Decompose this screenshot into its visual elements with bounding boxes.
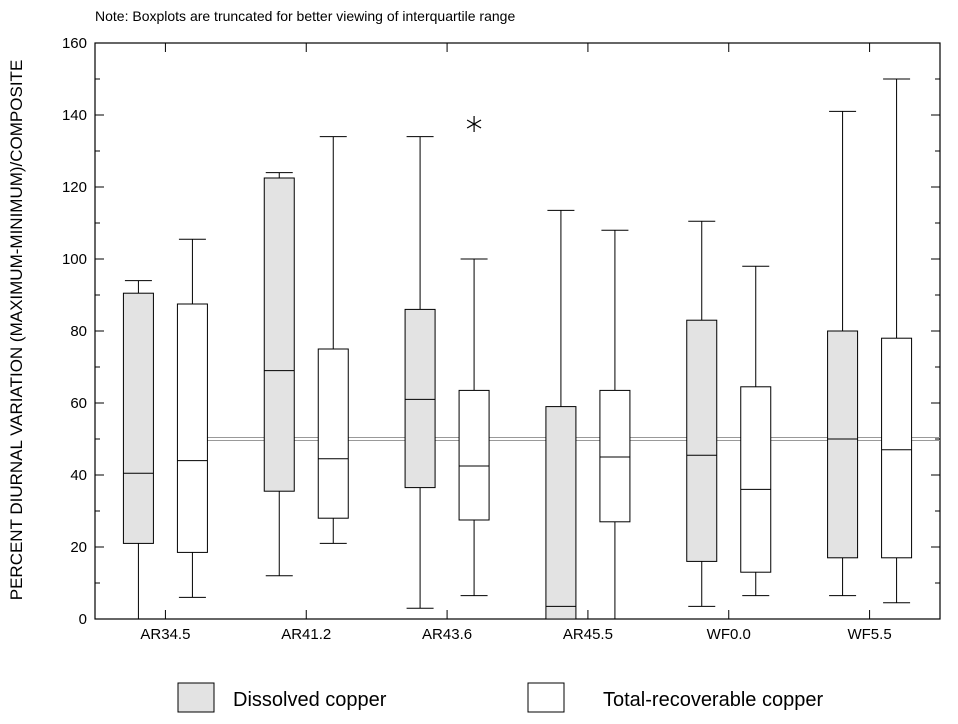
legend-item-total: Total-recoverable copper [527,682,823,713]
box-total-WF5.5 [881,78,913,604]
y-tick-label: 120 [62,179,87,196]
box-dissolved-WF0.0 [686,220,718,607]
x-tick-label: AR45.5 [563,626,613,643]
iqr-box [686,319,718,562]
box-dissolved-AR34.5 [122,280,154,620]
y-tick-label: 140 [62,107,87,124]
x-tick-label: WF0.0 [707,626,751,643]
iqr-box [404,308,436,489]
outlier-stroke [466,119,482,129]
box-total-AR43.6 [458,116,490,597]
x-tick-label: AR43.6 [422,626,472,643]
iqr-box [827,330,859,559]
legend-item-dissolved: Dissolved copper [177,682,387,713]
box-dissolved-AR45.5 [545,209,577,620]
x-tick-label: AR34.5 [140,626,190,643]
iqr-box [122,292,154,544]
y-tick-label: 60 [70,395,87,412]
iqr-box [176,303,208,553]
iqr-box [599,389,631,523]
plot-area: 0 20 40 60 80 100 120 140 160 AR34.5 AR41.2 AR43.6 A… [62,35,941,643]
legend-swatch [527,682,565,713]
y-tick-label: 40 [70,467,87,484]
y-tick-label: 100 [62,251,87,268]
iqr-box [881,337,913,559]
box-dissolved-WF5.5 [827,110,859,597]
outlier-marker [466,116,482,132]
box-total-AR34.5 [176,238,208,598]
box-dissolved-AR41.2 [263,172,295,577]
plot-frame [94,42,941,620]
y-tick-label: 160 [62,35,87,52]
x-tick-label: WF5.5 [847,626,891,643]
y-tick-label: 80 [70,323,87,340]
box-total-WF0.0 [740,265,772,597]
legend-label: Total-recoverable copper [603,689,823,711]
y-tick-label: 0 [79,611,87,628]
iqr-box [740,386,772,573]
iqr-box [545,406,577,620]
y-axis-label: PERCENT DIURNAL VARIATION (MAXIMUM-MINIM… [7,60,26,601]
legend: Dissolved copper Total-recoverable copper [177,682,823,713]
iqr-box [458,389,490,521]
box-total-AR45.5 [599,229,631,620]
y-tick-label: 20 [70,539,87,556]
iqr-box [263,177,295,492]
x-tick-label: AR41.2 [281,626,331,643]
legend-swatch [177,682,215,713]
box-total-AR41.2 [317,136,349,544]
box-dissolved-AR43.6 [404,136,436,609]
legend-label: Dissolved copper [233,689,387,711]
chart-note: Note: Boxplots are truncated for better … [95,8,515,24]
iqr-box [317,348,349,519]
